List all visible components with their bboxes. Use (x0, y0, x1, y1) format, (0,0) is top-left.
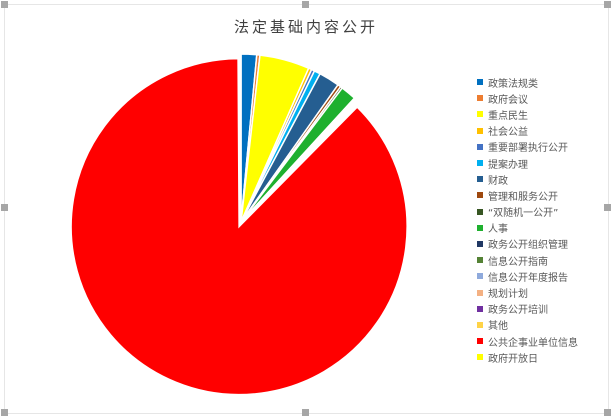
resize-handle-l[interactable] (1, 204, 8, 211)
legend-swatch (477, 176, 483, 183)
legend-label: 财政 (488, 175, 508, 187)
legend-item[interactable]: 社会公益 (477, 123, 578, 139)
legend-label: 规划计划 (488, 289, 528, 301)
legend-item[interactable]: 人事 (477, 220, 578, 236)
legend-item[interactable]: 信息公开年度报告 (477, 268, 578, 284)
legend-swatch (477, 273, 483, 280)
legend-swatch (477, 305, 483, 312)
legend-swatch (477, 160, 483, 167)
resize-handle-tl[interactable] (1, 1, 8, 8)
legend-label: 社会公益 (488, 127, 528, 139)
legend-swatch (477, 224, 483, 231)
pie-slice-16[interactable] (70, 57, 408, 396)
resize-handle-br[interactable] (604, 409, 611, 416)
legend-label: 政府开放日 (488, 353, 538, 365)
legend-swatch (477, 338, 483, 345)
chart-title: 法定基础内容公开 (233, 18, 378, 36)
legend-item[interactable]: 财政 (477, 171, 578, 187)
legend-swatch (477, 127, 483, 134)
legend-swatch (477, 354, 483, 361)
legend-swatch (477, 79, 483, 86)
legend-label: “双随机一公开” (488, 208, 559, 220)
legend-item[interactable]: 重点民生 (477, 106, 578, 122)
legend-swatch (477, 257, 483, 264)
legend-label: 人事 (488, 224, 508, 236)
legend-swatch (477, 289, 483, 296)
legend-label: 重点民生 (488, 110, 528, 122)
legend-label: 政府会议 (488, 94, 528, 106)
legend-item[interactable]: 政务公开培训 (477, 301, 578, 317)
legend-label: 信息公开年度报告 (488, 272, 568, 284)
legend-label: 信息公开指南 (488, 256, 548, 268)
legend-item[interactable]: 管理和服务公开 (477, 187, 578, 203)
legend-item[interactable]: 重要部署执行公开 (477, 139, 578, 155)
legend-swatch (477, 321, 483, 328)
legend-item[interactable]: 政府开放日 (477, 349, 578, 365)
legend-label: 重要部署执行公开 (488, 143, 568, 155)
pie-slice-15[interactable] (240, 100, 361, 223)
legend-item[interactable]: 其他 (477, 317, 578, 333)
legend-label: 政务公开培训 (488, 305, 548, 317)
legend-item[interactable]: 政府会议 (477, 90, 578, 106)
legend-item[interactable]: 政策法规类 (477, 74, 578, 90)
legend-item[interactable]: 政务公开组织管理 (477, 236, 578, 252)
legend-item[interactable]: 提案办理 (477, 155, 578, 171)
pie-slice-17[interactable] (239, 53, 242, 223)
legend-swatch (477, 95, 483, 102)
legend-label: 政务公开组织管理 (488, 240, 568, 252)
legend-item[interactable]: 公共企事业单位信息 (477, 333, 578, 349)
resize-handle-tr[interactable] (604, 1, 611, 8)
legend-label: 公共企事业单位信息 (488, 337, 578, 349)
legend-swatch (477, 240, 483, 247)
legend-item[interactable]: 规划计划 (477, 284, 578, 300)
resize-handle-bl[interactable] (1, 409, 8, 416)
resize-handle-t[interactable] (302, 1, 309, 8)
legend-swatch (477, 208, 483, 215)
legend-swatch (477, 111, 483, 118)
resize-handle-r[interactable] (604, 204, 611, 211)
legend-swatch (477, 143, 483, 150)
legend-swatch (477, 192, 483, 199)
legend-item[interactable]: 信息公开指南 (477, 252, 578, 268)
legend-label: 政策法规类 (488, 78, 538, 90)
legend-label: 其他 (488, 321, 508, 333)
legend-item[interactable]: “双随机一公开” (477, 204, 578, 220)
legend-label: 管理和服务公开 (488, 191, 558, 203)
legend-label: 提案办理 (488, 159, 528, 171)
resize-handle-b[interactable] (302, 409, 309, 416)
legend: 政策法规类政府会议重点民生社会公益重要部署执行公开 提案办理财政管理和服务公开 “双… (477, 74, 578, 365)
